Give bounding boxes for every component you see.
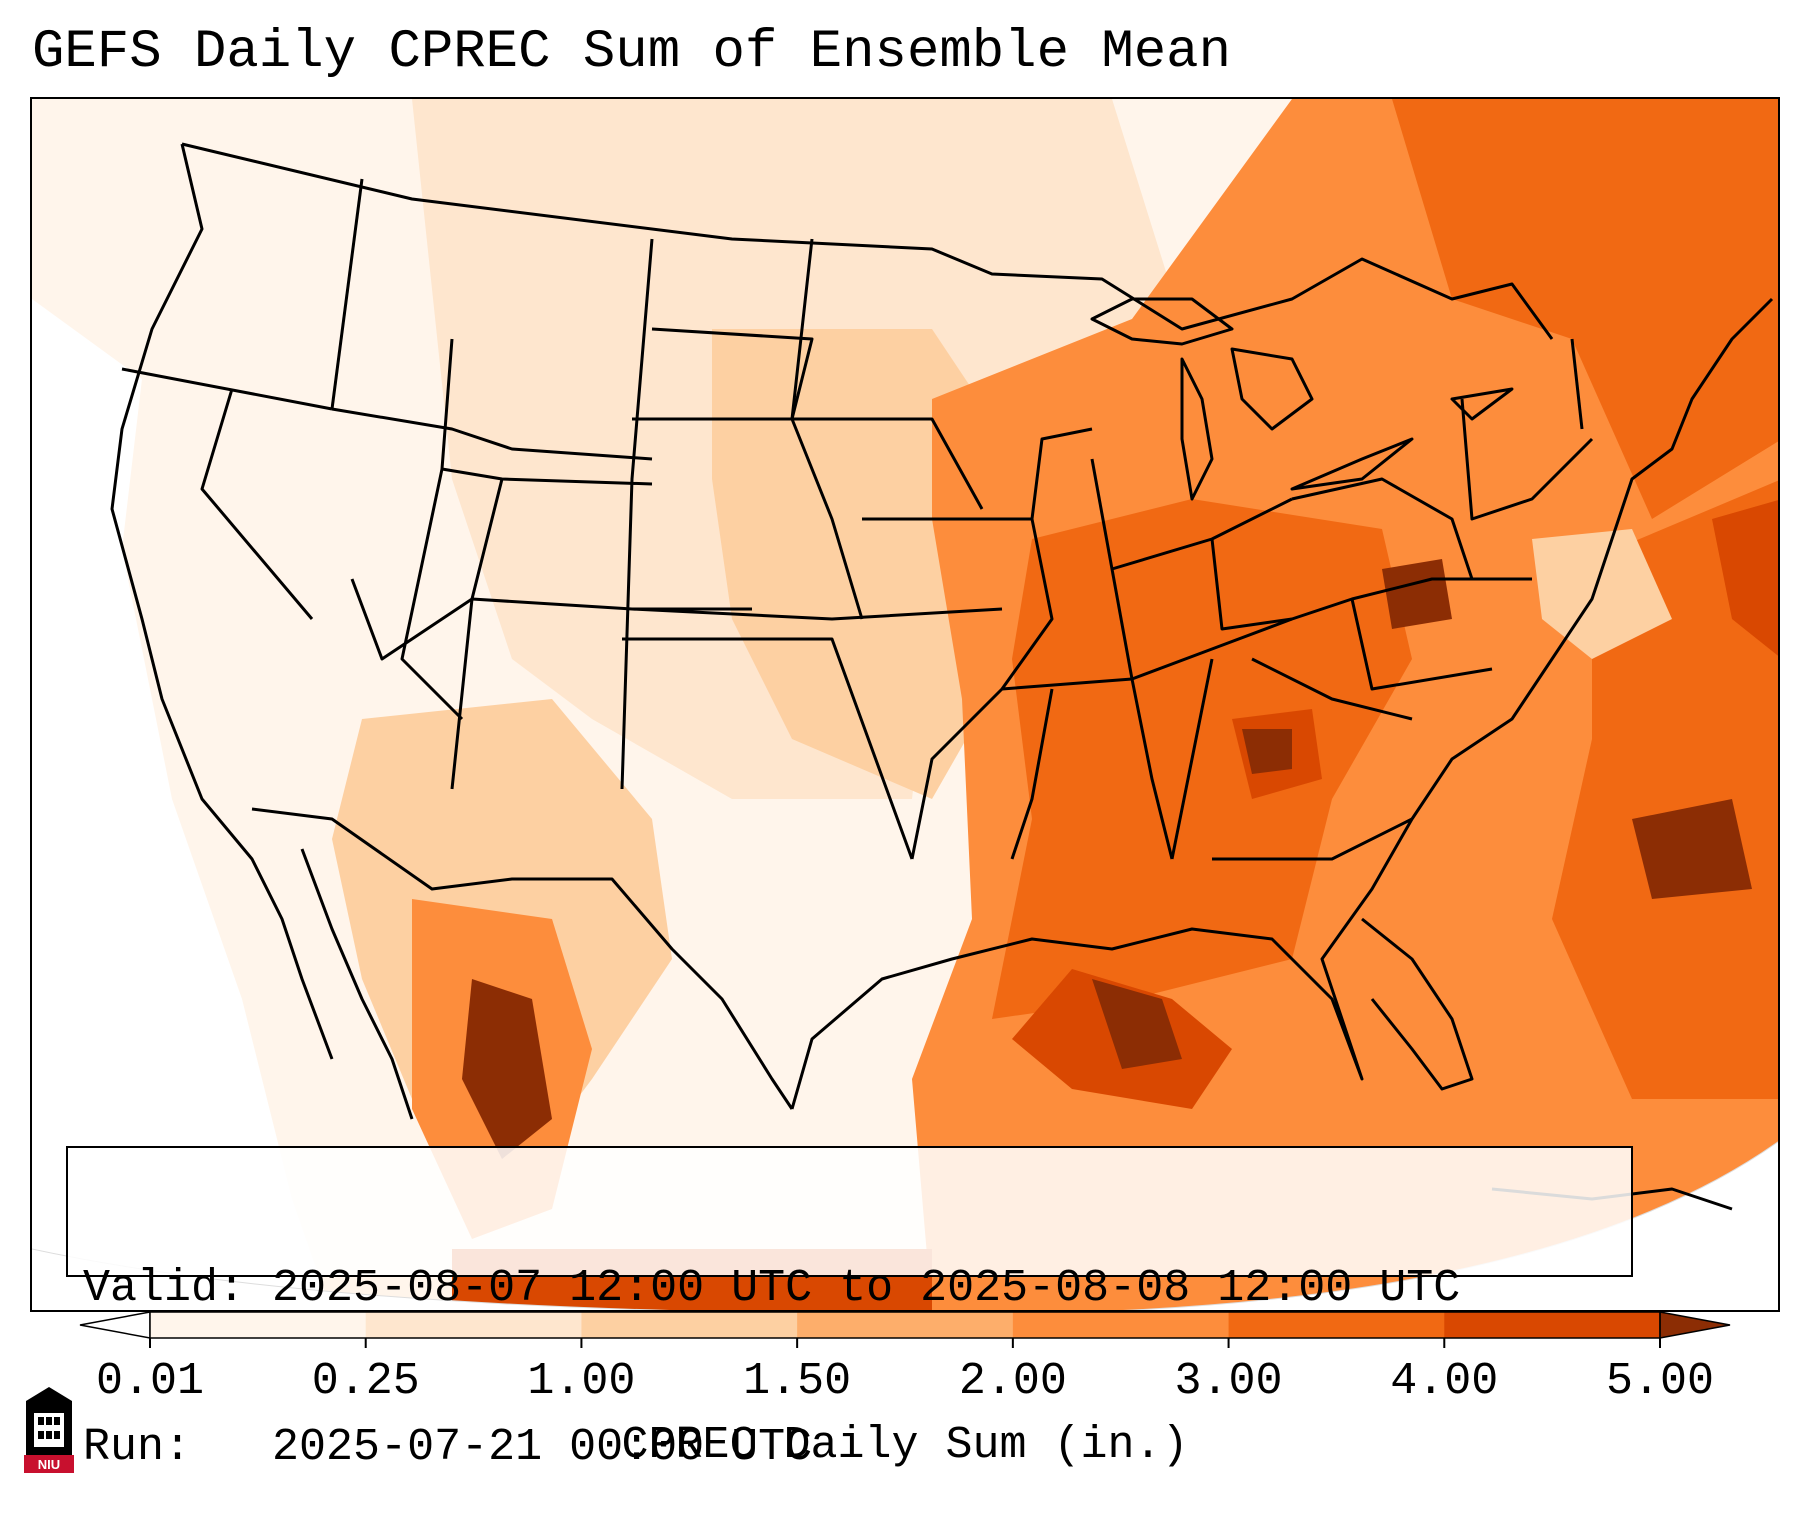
niu-logo: NIU bbox=[24, 1387, 74, 1473]
colorbar-tick-label: 0.01 bbox=[95, 1356, 205, 1407]
precip-field-ohio-valley bbox=[992, 499, 1412, 1019]
valid-time-value: 2025-08-07 12:00 UTC to 2025-08-08 12:00… bbox=[272, 1263, 1461, 1314]
precip-field-tennessee-max bbox=[1242, 729, 1292, 774]
state-line bbox=[631, 607, 1003, 621]
canada-border bbox=[181, 142, 1554, 340]
precip-field-gulf-max bbox=[1092, 979, 1182, 1069]
state-line bbox=[440, 338, 653, 486]
east-coastline bbox=[790, 297, 1774, 1110]
state-line bbox=[330, 178, 364, 410]
state-line bbox=[1570, 338, 1584, 430]
colorbar-tick-label: 5.00 bbox=[1605, 1356, 1715, 1407]
map-canvas bbox=[32, 99, 1778, 1310]
precip-field-mexico-max bbox=[462, 979, 552, 1159]
run-label: Run: bbox=[83, 1422, 192, 1473]
political-boundaries bbox=[110, 142, 1774, 1211]
valid-label: Valid: bbox=[83, 1263, 246, 1314]
colorbar-segment bbox=[581, 1312, 798, 1338]
lake-superior bbox=[1090, 297, 1234, 346]
precip-field-wv-max bbox=[1382, 559, 1452, 629]
baja-coast bbox=[300, 848, 414, 1120]
state-line bbox=[620, 238, 654, 790]
colorbar-tick-label: 4.00 bbox=[1390, 1356, 1499, 1407]
state-line bbox=[450, 478, 504, 790]
lake-ontario bbox=[1450, 387, 1514, 421]
precip-field-atlantic-max bbox=[1632, 799, 1752, 899]
lake-michigan bbox=[1180, 357, 1214, 501]
state-line bbox=[862, 517, 1054, 860]
precip-field-coastal-light bbox=[1532, 529, 1672, 659]
precip-field-offshore bbox=[1712, 499, 1778, 659]
colorbar-label: CPREC Daily Sum (in.) bbox=[621, 1420, 1189, 1471]
colorbar-segment bbox=[1444, 1312, 1661, 1338]
colorbar-tick-label: 3.00 bbox=[1174, 1356, 1283, 1407]
state-line bbox=[1251, 657, 1413, 721]
run-time-value: 2025-07-21 00:00 UTC bbox=[272, 1422, 813, 1473]
colorbar bbox=[79, 1311, 1731, 1348]
lake-erie bbox=[1290, 437, 1414, 491]
state-line bbox=[200, 388, 314, 620]
precip-field-ocean-low bbox=[32, 299, 332, 1310]
west-coastline bbox=[110, 143, 334, 1060]
run-time-row: Run: 2025-07-21 00:00 UTC bbox=[83, 1421, 1631, 1474]
state-line bbox=[1030, 427, 1093, 520]
colorbar-outline bbox=[149, 1311, 1661, 1339]
state-line bbox=[1010, 688, 1054, 860]
colorbar-tick-label: 0.25 bbox=[311, 1356, 420, 1407]
colorbar-tick-label: 1.50 bbox=[743, 1356, 852, 1407]
lake-huron bbox=[1230, 347, 1314, 431]
precipitation-map bbox=[30, 97, 1780, 1312]
state-line bbox=[790, 238, 864, 620]
state-line bbox=[1212, 817, 1413, 861]
state-line bbox=[1170, 658, 1214, 860]
colorbar-tick-label: 2.00 bbox=[958, 1356, 1067, 1407]
state-line bbox=[792, 417, 984, 510]
colorbar-segment bbox=[797, 1312, 1014, 1338]
state-line bbox=[331, 407, 653, 461]
colorbar-extend-max bbox=[1659, 1311, 1731, 1339]
state-line bbox=[121, 367, 333, 411]
colorbar-segment bbox=[150, 1312, 367, 1338]
valid-run-info-box: Valid: 2025-08-07 12:00 UTC to 2025-08-0… bbox=[66, 1146, 1633, 1473]
colorbar-segment bbox=[1012, 1312, 1230, 1338]
state-line bbox=[1460, 398, 1594, 521]
valid-time-row: Valid: 2025-08-07 12:00 UTC to 2025-08-0… bbox=[83, 1262, 1631, 1315]
state-line bbox=[1291, 477, 1474, 580]
colorbar-segment bbox=[1228, 1312, 1445, 1338]
state-line bbox=[400, 468, 464, 721]
state-line bbox=[1350, 598, 1493, 691]
map-title: GEFS Daily CPREC Sum of Ensemble Mean bbox=[32, 22, 1231, 83]
state-line bbox=[632, 327, 814, 421]
florida-coast bbox=[1361, 917, 1474, 1091]
state-line bbox=[622, 637, 914, 860]
colorbar-segment bbox=[365, 1312, 582, 1338]
state-line bbox=[1210, 538, 1293, 631]
colorbar-extend-min bbox=[79, 1311, 151, 1339]
colorbar-tick-label: 1.00 bbox=[527, 1356, 636, 1407]
state-line bbox=[1130, 678, 1174, 860]
mexico-border bbox=[251, 807, 794, 1110]
svg-text:NIU: NIU bbox=[38, 1457, 60, 1472]
